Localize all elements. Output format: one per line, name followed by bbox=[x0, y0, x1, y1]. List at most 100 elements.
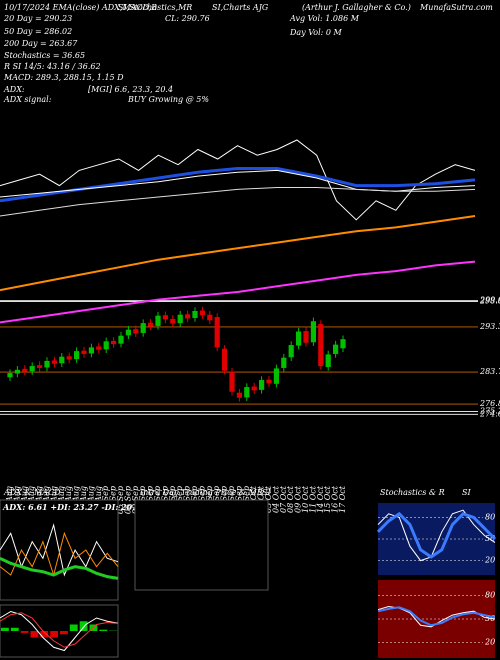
y-tick-label: 274.66 bbox=[479, 409, 500, 418]
x-tick-label: 05 Sep bbox=[116, 486, 125, 514]
header-text: MACD: 289.3, 288.15, 1.15 D bbox=[3, 73, 124, 82]
header-text: ADX: bbox=[3, 85, 25, 94]
candle-body bbox=[125, 329, 131, 336]
candle-body bbox=[199, 310, 205, 316]
header-text: 50 Day = 286.02 bbox=[4, 27, 72, 36]
candle-body bbox=[29, 366, 35, 372]
x-tick-label: 17 Oct bbox=[338, 485, 347, 513]
y-tick-label: 80 bbox=[485, 512, 495, 521]
candle-body bbox=[59, 356, 65, 364]
series-line bbox=[0, 215, 476, 292]
x-tick-label: 08 Oct bbox=[286, 485, 295, 513]
histogram-bar bbox=[79, 621, 88, 631]
candle-body bbox=[96, 346, 102, 350]
candle-body bbox=[103, 341, 109, 350]
histogram-bar bbox=[1, 627, 9, 631]
header-text: SI,Charts AJG bbox=[212, 3, 269, 12]
candle-body bbox=[37, 365, 43, 368]
candle-body bbox=[214, 317, 220, 348]
candle-body bbox=[51, 360, 57, 364]
x-tick-label: 11 Oct bbox=[308, 485, 317, 513]
histogram-bar bbox=[30, 631, 39, 638]
candle-body bbox=[44, 360, 50, 368]
histogram-bar bbox=[50, 631, 58, 638]
histogram-bar bbox=[40, 631, 49, 638]
y-tick-label: 50 bbox=[485, 534, 495, 543]
y-tick-label: 283.72 bbox=[479, 367, 500, 376]
series-line bbox=[0, 612, 119, 648]
panel-subtitle: ADX: 6.61 +DI: 23.27 -DI: 20.38 bbox=[2, 502, 147, 512]
header-text: Stochastics = 36.65 bbox=[4, 51, 85, 60]
y-tick-label: 276.86 bbox=[479, 399, 500, 408]
series-line bbox=[0, 187, 476, 217]
candle-body bbox=[259, 380, 265, 390]
candle-body bbox=[273, 368, 279, 384]
panel-title: ADX & MACD bbox=[3, 488, 61, 497]
candle-body bbox=[140, 323, 146, 333]
header-text: 10/17/2024 EMA(close) ADX,MACD,B bbox=[4, 3, 157, 12]
candle-body bbox=[74, 351, 80, 360]
x-tick-label: 09 Oct bbox=[294, 485, 303, 513]
candle-body bbox=[266, 379, 272, 384]
header-text: CL: 290.76 bbox=[165, 14, 210, 23]
x-tick-label: 01 Oct bbox=[249, 485, 258, 513]
y-tick-label: 80 bbox=[485, 591, 495, 600]
candle-body bbox=[281, 357, 287, 368]
panel bbox=[0, 604, 119, 658]
series-line bbox=[377, 606, 496, 627]
header-text: Avg Vol: 1.086 M bbox=[289, 14, 360, 23]
header-text: MunafaSutra.com bbox=[419, 3, 493, 12]
candle-body bbox=[148, 322, 154, 327]
candle-body bbox=[81, 350, 87, 354]
candle-body bbox=[236, 392, 242, 398]
histogram-bar bbox=[60, 631, 68, 635]
header-text: SI,Stochastics,MR bbox=[118, 3, 192, 12]
candle-body bbox=[296, 331, 302, 346]
header-text: (Arthur J. Gallagher & Co.) bbox=[302, 3, 411, 12]
panel-title: Stochastics & R bbox=[380, 488, 445, 497]
y-tick-label: 20 bbox=[484, 556, 495, 565]
candle-body bbox=[22, 368, 28, 372]
header-text: 200 Day = 263.67 bbox=[3, 39, 78, 48]
candle-body bbox=[162, 315, 168, 320]
series-line bbox=[0, 556, 119, 580]
histogram-bar bbox=[99, 629, 108, 631]
series-line bbox=[0, 139, 476, 221]
panel-title: Intra Day Trading Price & MR bbox=[139, 488, 263, 497]
x-tick-label: 02 Oct bbox=[257, 485, 266, 513]
candle-body bbox=[288, 345, 294, 358]
x-tick-label: 06 Sep bbox=[123, 486, 132, 514]
candle-body bbox=[170, 318, 176, 324]
candle-body bbox=[118, 335, 124, 344]
series-line bbox=[0, 260, 476, 324]
header-text: Day Vol: 0 M bbox=[289, 28, 343, 37]
y-tick-label: 20 bbox=[484, 637, 495, 646]
candle-body bbox=[318, 324, 324, 367]
candle-body bbox=[251, 386, 257, 391]
x-tick-label: 07 Oct bbox=[279, 485, 288, 513]
candle-body bbox=[207, 314, 213, 321]
histogram-bar bbox=[10, 627, 19, 631]
header-text: BUY Growing @ 5% bbox=[127, 95, 209, 104]
y-tick-label: 298.82 bbox=[479, 297, 500, 306]
candle-body bbox=[192, 311, 198, 318]
candle-body bbox=[333, 344, 339, 354]
panel-title: SI bbox=[462, 488, 471, 497]
candle-body bbox=[222, 348, 228, 371]
header-text: ADX signal: bbox=[3, 95, 52, 104]
candle-body bbox=[185, 314, 191, 319]
candle-body bbox=[340, 339, 346, 349]
x-tick-label: 03 Oct bbox=[264, 485, 273, 513]
histogram-bar bbox=[20, 631, 29, 633]
series-line bbox=[0, 531, 119, 577]
candle-body bbox=[7, 373, 13, 378]
candle-body bbox=[14, 369, 20, 374]
x-tick-label: 04 Oct bbox=[271, 485, 280, 513]
candle-body bbox=[229, 371, 235, 392]
candle-body bbox=[303, 331, 309, 343]
header-text: R SI 14/5: 43.16 / 36.62 bbox=[3, 62, 101, 71]
histogram-bar bbox=[69, 624, 78, 631]
series-line bbox=[0, 523, 119, 577]
y-tick-label: 299.03 bbox=[479, 296, 500, 305]
